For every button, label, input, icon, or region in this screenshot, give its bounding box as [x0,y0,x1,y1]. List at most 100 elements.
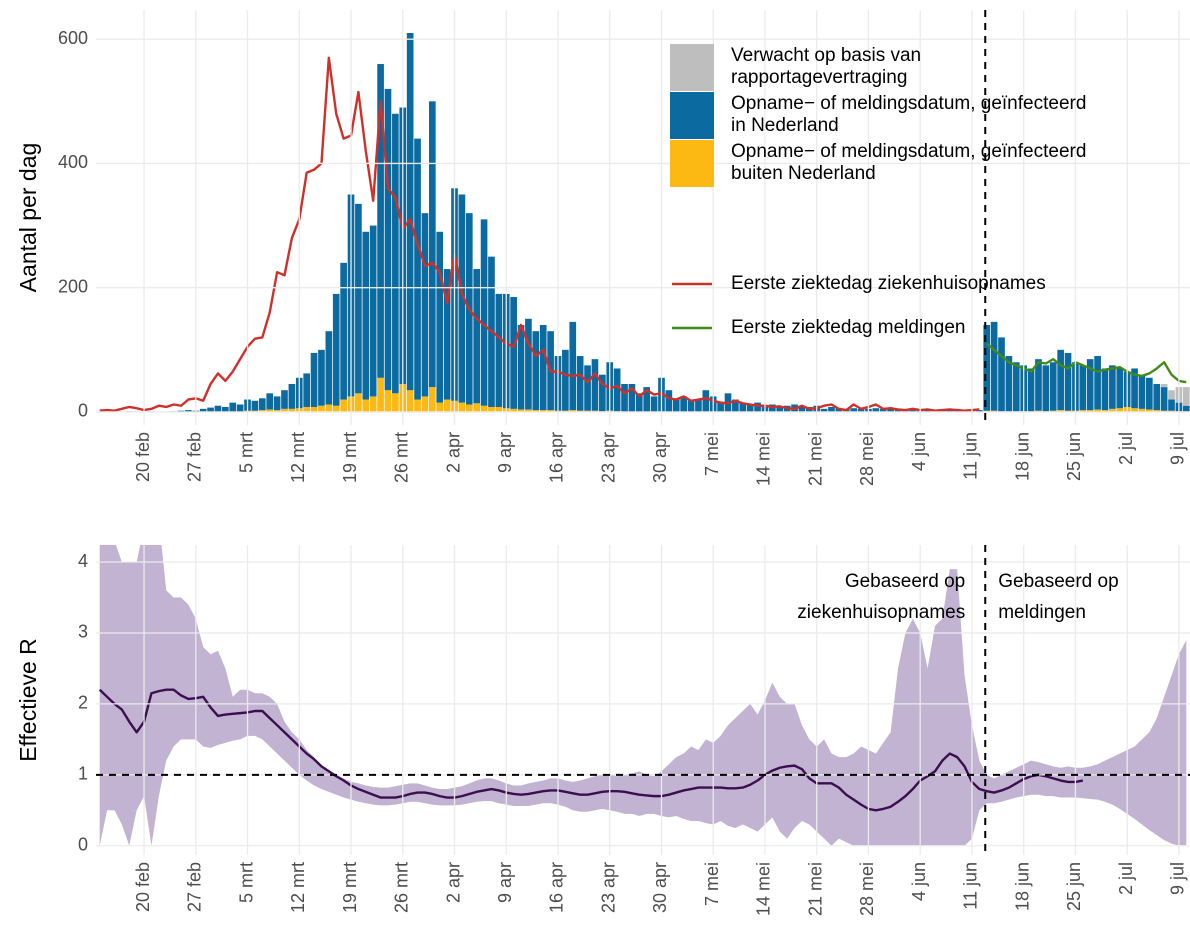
bar [1086,359,1094,411]
bar [1116,368,1124,409]
bar [332,405,340,412]
bar [288,383,296,409]
bar [599,374,606,412]
bar [340,399,347,412]
bar [1079,365,1087,411]
bar [1086,410,1094,412]
bar [488,406,495,412]
bar [1042,365,1050,412]
bar [384,390,392,412]
bar [310,406,318,412]
bar [473,403,481,412]
bar [1109,365,1116,409]
x-tick-label: 2 apr [443,862,463,903]
bar [325,404,333,412]
bar [635,393,643,412]
bar [303,406,310,412]
bar [1131,408,1138,412]
x-tick-label: 2 jul [1116,862,1136,895]
annotation: Gebaseerd op ziekenhuisopnames [797,571,965,623]
bar [1049,362,1057,411]
bar [251,400,259,411]
y-tick-label: 200 [58,276,88,296]
x-tick-label: 20 feb [133,432,153,482]
bar [1182,405,1190,412]
bar [1182,387,1190,406]
bar [480,219,488,406]
bar [695,399,702,412]
bar [1057,349,1064,411]
bar [258,398,266,411]
bar [539,410,547,412]
bar [576,356,584,411]
x-tick-label: 23 apr [598,432,618,483]
line [98,688,1084,812]
x-tick-label: 12 mrt [288,862,308,913]
bar [429,101,436,388]
bar [458,402,466,412]
legend-label: Eerste ziektedag ziekenhuisopnames [731,273,1046,294]
bar [1101,368,1109,411]
legend-label: Opname− of meldingsdatum, geïnfecteerd bu… [731,141,1086,184]
bar [525,409,532,412]
bar [325,331,333,405]
line [99,56,980,412]
bar [828,406,835,412]
bar [525,318,532,410]
x-tick-label: 18 jun [1012,432,1032,481]
y-tick-label: 2 [78,693,88,713]
y-tick-label: 0 [78,835,88,855]
x-tick-label: 2 apr [443,432,463,473]
x-tick-label: 25 jun [1064,862,1084,911]
y-tick-label: 1 [78,764,88,784]
y-tick-label: 400 [58,152,88,172]
bar [857,408,865,412]
bar [687,399,695,412]
bar [303,373,310,407]
x-tick-label: 16 apr [547,862,567,913]
x-tick-label: 25 jun [1064,432,1084,481]
x-tick-label: 23 apr [598,862,618,913]
x-tick-label: 2 jul [1116,432,1136,465]
bar [1094,409,1101,412]
bar [266,409,274,412]
bar [680,396,687,412]
bar [207,407,214,412]
bar [1160,387,1168,411]
x-tick-label: 5 mrt [236,432,256,473]
x-tick-label: 9 apr [495,432,515,473]
bar [510,297,517,409]
bar [643,387,651,412]
bar [887,409,894,412]
y-axis-title: Aantal per dag [15,143,41,293]
bar [976,410,983,412]
annotation: Gebaseerd op meldingen [998,571,1118,623]
bar [1131,368,1138,409]
bar [1138,374,1146,409]
bar [384,88,392,391]
bar [473,269,481,404]
bar [621,383,628,412]
x-tick-label: 26 mrt [392,862,412,913]
bar [458,194,466,403]
x-tick-label: 4 jun [909,862,929,901]
bar [480,405,488,412]
y-tick-label: 3 [78,622,88,642]
bar [199,408,207,412]
bar [650,396,658,412]
bar [569,410,577,412]
bar [266,393,274,410]
bar [377,64,384,378]
bar [776,406,784,412]
y-tick-label: 4 [78,551,88,571]
bar [1153,410,1161,412]
bar [355,393,362,412]
bar [414,399,421,412]
bar [1094,356,1101,410]
bar [539,324,547,411]
bar [1109,408,1116,412]
x-tick-label: 5 mrt [236,862,256,903]
x-tick-label: 30 apr [650,432,670,483]
bar [421,396,429,412]
